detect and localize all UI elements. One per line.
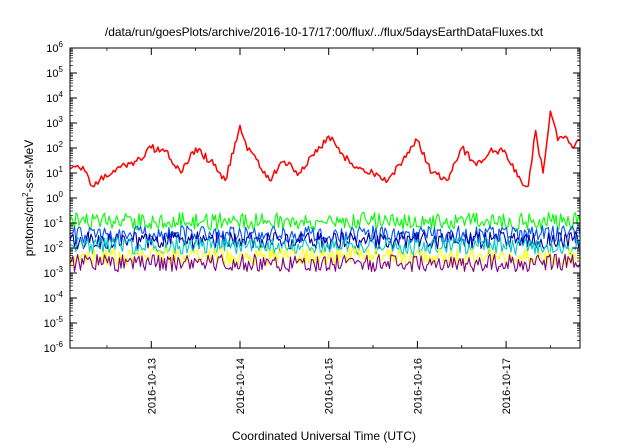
y-tick-label-base: 10 [46,168,58,180]
y-tick-label: 10-1 [44,215,64,230]
x-tick-label: 2016-10-14 [235,358,247,414]
y-tick-label-base: 10 [46,118,58,130]
x-tick-label: 2016-10-17 [501,358,513,414]
y-tick-label-exp: 3 [59,115,64,124]
series-line-6 [69,253,581,273]
y-tick-label: 103 [46,115,63,130]
series-line-1 [69,211,581,231]
y-tick-label-exp: 0 [59,190,64,199]
x-tick-label: 2016-10-13 [146,358,158,414]
series-line-0 [69,110,581,188]
y-tick-label-base: 10 [44,293,56,305]
y-tick-label: 100 [46,190,63,205]
y-tick-label: 102 [46,140,63,155]
y-tick-label-base: 10 [44,218,56,230]
x-tick-label: 2016-10-16 [412,358,424,414]
y-tick-label: 106 [46,40,63,55]
y-tick-label-base: 10 [44,268,56,280]
axes-layer: 10-610-510-410-310-210-11001011021031041… [44,40,581,414]
y-tick-label-exp: 5 [59,65,64,74]
y-tick-label-exp: -4 [56,290,64,299]
y-tick-label-exp: -6 [56,340,64,349]
series-layer [69,110,581,273]
y-tick-label-base: 10 [46,93,58,105]
series-line-5 [69,247,581,266]
y-tick-label: 10-5 [44,315,64,330]
y-tick-label: 10-3 [44,265,64,280]
y-axis-label-base: protons/cm [22,197,36,256]
series-line-3 [69,231,581,250]
series-line-4 [69,236,581,256]
y-tick-label-base: 10 [44,318,56,330]
y-axis-label-exp: 2 [21,192,30,197]
y-tick-label-base: 10 [44,243,56,255]
y-tick-label-exp: -5 [56,315,64,324]
y-tick-label-base: 10 [46,193,58,205]
y-tick-label-exp: 2 [59,140,64,149]
plot-frame [69,47,581,349]
y-tick-label-exp: -3 [56,265,64,274]
y-tick-label-exp: 1 [59,165,64,174]
y-tick-label-exp: -1 [56,215,64,224]
y-tick-label-base: 10 [46,68,58,80]
y-tick-label-exp: 6 [59,40,64,49]
y-tick-label: 104 [46,90,63,105]
y-tick-label: 10-6 [44,340,64,355]
y-tick-label-exp: -2 [56,240,64,249]
x-axis-label: Coordinated Universal Time (UTC) [232,429,416,443]
y-tick-label-base: 10 [44,343,56,355]
y-tick-label: 10-2 [44,240,64,255]
y-axis-label: protons/cm2-s-sr-MeV [21,140,36,256]
y-tick-label: 105 [46,65,63,80]
y-tick-label: 10-4 [44,290,64,305]
y-tick-label-base: 10 [46,143,58,155]
chart-title: /data/run/goesPlots/archive/2016-10-17/1… [105,25,544,39]
x-tick-label: 2016-10-15 [324,358,336,414]
y-tick-label: 101 [46,165,63,180]
y-tick-label-exp: 4 [59,90,64,99]
series-line-2 [69,225,581,244]
y-tick-label-base: 10 [46,43,58,55]
y-axis-label-rest: -s-sr-MeV [22,140,36,193]
